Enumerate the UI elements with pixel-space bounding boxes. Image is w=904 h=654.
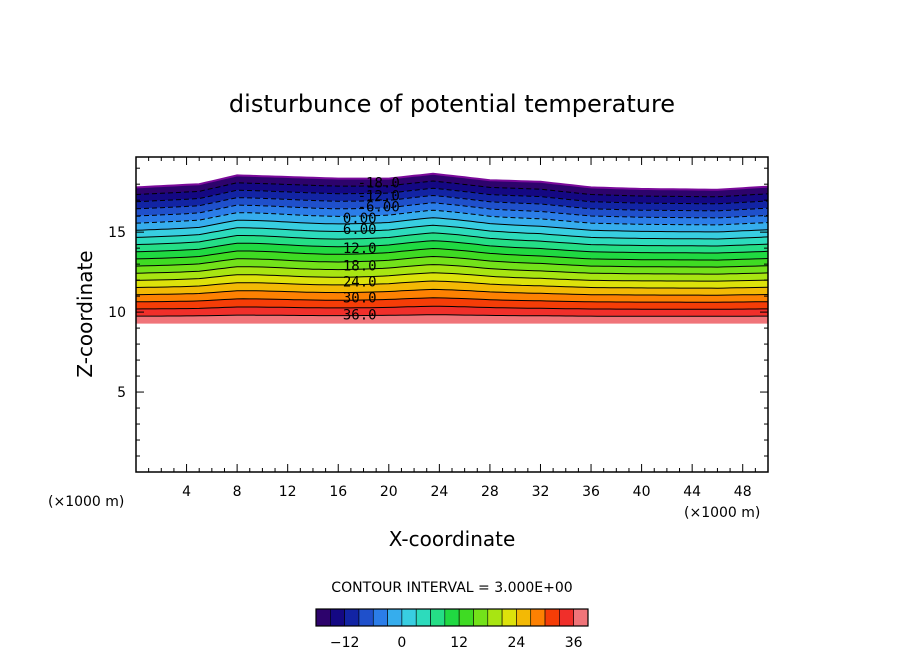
- y-tick-label: 10: [108, 305, 126, 321]
- contour-label: -12.0: [358, 188, 400, 204]
- colorbar-tick-label: 36: [565, 635, 583, 651]
- contour-lines: [136, 172, 768, 317]
- colorbar-cell: [401, 608, 417, 627]
- colorbar-tick-label: −12: [330, 635, 360, 651]
- colorbar-cell: [430, 608, 446, 627]
- x-unit-left: (×1000 m): [48, 494, 124, 510]
- contour-label: -18.0: [358, 176, 400, 192]
- colorbar-cell: [473, 608, 489, 627]
- colorbar-cell: [444, 608, 460, 627]
- colorbar-ticks: −12 0 12 24 36: [330, 635, 583, 651]
- contour-label: 0.00: [343, 211, 377, 227]
- colorbar: [315, 608, 589, 627]
- x-tick-label: 4: [182, 484, 191, 500]
- x-unit-right: (×1000 m): [684, 505, 760, 521]
- contour-labels: -18.0-12.0-6.000.006.00 12.0 18.024.030.03…: [343, 176, 400, 324]
- x-tick-label: 44: [683, 484, 701, 500]
- contour-line: [136, 288, 768, 296]
- contour-line: [136, 255, 768, 268]
- x-tick-label: 24: [430, 484, 448, 500]
- contour-line: [136, 202, 768, 219]
- colorbar-tick-label: 12: [450, 635, 468, 651]
- y-axis-label: Z-coordinate: [73, 250, 97, 377]
- x-tick-label: 12: [279, 484, 297, 500]
- colorbar-cell: [387, 608, 403, 627]
- colorbar-cell: [358, 608, 374, 627]
- y-tick-label: 15: [108, 225, 126, 241]
- x-tick-label: 48: [734, 484, 752, 500]
- contour-line: [136, 224, 768, 240]
- contour-line: [136, 194, 768, 212]
- contour-interval-text: CONTOUR INTERVAL = 3.000E+00: [331, 580, 572, 596]
- y-axis-ticks: 5 10 15: [108, 167, 768, 457]
- contour-label: 30.0: [343, 291, 377, 307]
- contour-line: [136, 180, 768, 198]
- contour-line: [136, 264, 768, 275]
- contour-line: [136, 240, 768, 254]
- colorbar-cell: [559, 608, 574, 627]
- x-tick-label: 36: [582, 484, 600, 500]
- contour-label: 36.0: [343, 308, 377, 324]
- contour-line: [136, 217, 768, 233]
- contour-line: [136, 187, 768, 205]
- colorbar-cell: [415, 608, 431, 627]
- x-axis-label: X-coordinate: [389, 527, 516, 551]
- chart-title: disturbunce of potential temperature: [229, 90, 675, 118]
- contour-line: [136, 280, 768, 289]
- colorbar-cell: [458, 608, 474, 627]
- colorbar-tick-label: 0: [397, 635, 406, 651]
- y-tick-label: 5: [117, 385, 126, 401]
- colorbar-cell: [573, 608, 589, 627]
- contour-label: -6.00: [358, 200, 400, 216]
- colorbar-cell: [516, 608, 532, 627]
- x-tick-label: 40: [633, 484, 651, 500]
- contour-label: 6.00: [343, 222, 377, 238]
- colorbar-cell: [315, 608, 331, 627]
- x-tick-label: 32: [532, 484, 550, 500]
- x-tick-label: 16: [329, 484, 347, 500]
- contour-line: [136, 247, 768, 261]
- contour-line: [136, 297, 768, 303]
- colorbar-cell: [372, 608, 388, 627]
- contour-label: 18.0: [343, 259, 377, 275]
- top-boundary-line: [136, 172, 768, 191]
- x-tick-label: 28: [481, 484, 499, 500]
- colorbar-cell: [487, 608, 503, 627]
- contour-label: 24.0: [343, 275, 377, 291]
- colorbar-frame: [315, 608, 589, 627]
- colorbar-cell: [544, 608, 560, 627]
- colorbar-cell: [501, 608, 517, 627]
- x-axis-ticks: 4 8 12 16 20 24 28 32 36 40 44 48: [148, 157, 756, 500]
- x-tick-label: 20: [380, 484, 398, 500]
- colorbar-tick-label: 24: [508, 635, 526, 651]
- contour-line: [136, 209, 768, 226]
- contour-label: 12.0: [343, 241, 377, 257]
- colorbar-cell: [530, 608, 546, 627]
- colorbar-cell: [344, 608, 360, 627]
- x-tick-label: 8: [233, 484, 242, 500]
- contour-line: [136, 232, 768, 247]
- contour-line: [136, 305, 768, 310]
- contour-line: [136, 272, 768, 282]
- contour-line: [136, 314, 768, 317]
- colorbar-cell: [330, 608, 345, 627]
